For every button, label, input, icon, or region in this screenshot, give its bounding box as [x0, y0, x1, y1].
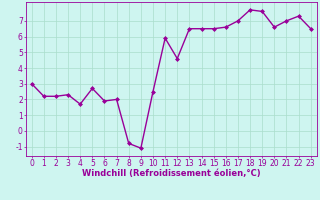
X-axis label: Windchill (Refroidissement éolien,°C): Windchill (Refroidissement éolien,°C) — [82, 169, 260, 178]
